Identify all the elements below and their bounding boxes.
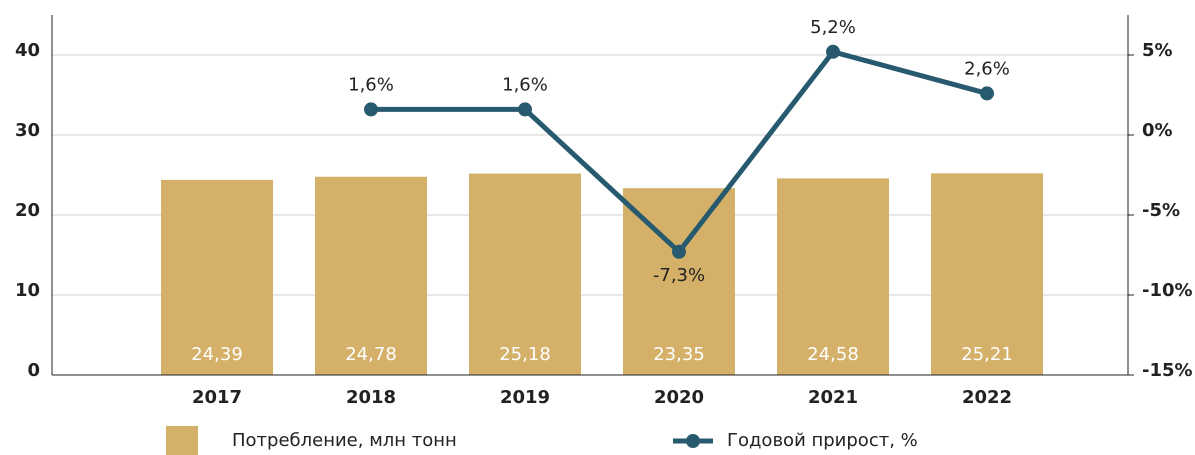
bar-value-label: 24,39 xyxy=(191,344,243,365)
x-tick-label: 2017 xyxy=(192,387,242,408)
x-tick-label: 2020 xyxy=(654,387,704,408)
growth-point xyxy=(672,244,686,259)
bar xyxy=(931,173,1043,375)
y2-tick-label: 5% xyxy=(1142,40,1173,61)
y2-tick-label: -15% xyxy=(1142,360,1193,381)
growth-point xyxy=(364,102,378,117)
bar xyxy=(315,176,427,375)
x-tick-label: 2018 xyxy=(346,387,396,408)
growth-point xyxy=(826,44,840,59)
y2-tick-label: 0% xyxy=(1142,120,1173,141)
bar xyxy=(469,173,581,375)
growth-value-label: 1,6% xyxy=(348,74,394,95)
y-tick-label: 10 xyxy=(15,280,40,301)
y-tick-label: 0 xyxy=(27,360,40,381)
x-tick-label: 2022 xyxy=(962,387,1012,408)
legend-label: Годовой прирост, % xyxy=(727,430,918,451)
bar xyxy=(777,178,889,375)
bar-value-label: 25,18 xyxy=(499,344,551,365)
growth-point xyxy=(980,86,994,101)
bar xyxy=(161,179,273,375)
y-tick-label: 20 xyxy=(15,200,40,221)
x-tick-label: 2019 xyxy=(500,387,550,408)
bar-value-label: 25,21 xyxy=(961,344,1013,365)
growth-point xyxy=(518,102,532,117)
y2-tick-label: -5% xyxy=(1142,200,1180,221)
growth-value-label: 5,2% xyxy=(810,17,856,38)
y-tick-label: 30 xyxy=(15,120,40,141)
legend-label: Потребление, млн тонн xyxy=(232,430,457,451)
legend-swatch xyxy=(166,426,198,455)
growth-value-label: 2,6% xyxy=(964,58,1010,79)
bar-value-label: 24,78 xyxy=(345,344,397,365)
x-tick-label: 2021 xyxy=(808,387,858,408)
y2-tick-label: -10% xyxy=(1142,280,1193,301)
growth-value-label: -7,3% xyxy=(653,265,705,286)
legend-marker xyxy=(686,434,700,448)
bar-value-label: 23,35 xyxy=(653,344,705,365)
growth-value-label: 1,6% xyxy=(502,74,548,95)
bar-value-label: 24,58 xyxy=(807,344,859,365)
y-tick-label: 40 xyxy=(15,40,40,61)
